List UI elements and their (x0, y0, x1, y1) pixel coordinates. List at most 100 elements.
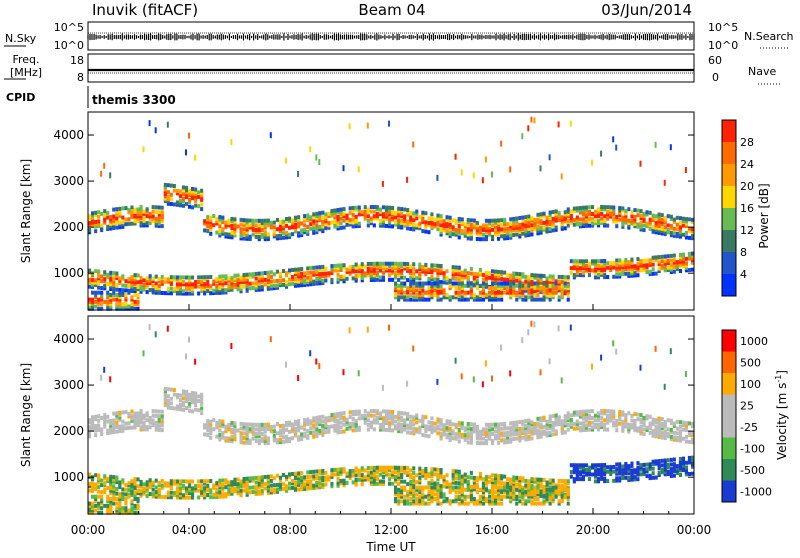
power-cell (158, 284, 161, 288)
velocity-cell (533, 497, 536, 501)
power-cell (452, 225, 455, 229)
power-cell (346, 268, 349, 272)
velocity-cell (115, 502, 118, 506)
velocity-cell (321, 415, 324, 419)
velocity-cell (488, 499, 491, 503)
velocity-cell (409, 480, 412, 484)
velocity-cell (179, 486, 182, 490)
velocity-cell (458, 439, 461, 443)
power-cell (646, 210, 649, 214)
power-cell (506, 286, 509, 290)
power-cell (397, 262, 400, 266)
velocity-cell (533, 486, 536, 490)
velocity-cell (285, 428, 288, 432)
power-cell (479, 237, 482, 241)
velocity-cell (230, 480, 233, 484)
power-cell (182, 204, 185, 208)
velocity-cell (264, 423, 267, 427)
velocity-cell (246, 477, 249, 481)
power-cell (409, 211, 412, 215)
power-cell (170, 193, 173, 197)
power-cell (427, 230, 430, 234)
velocity-cell (367, 466, 370, 470)
velocity-cell (424, 502, 427, 506)
velocity-cell (309, 475, 312, 479)
power-cell (567, 224, 570, 228)
velocity-cell (115, 420, 118, 424)
power-cell (667, 266, 670, 270)
velocity-cell (337, 468, 340, 472)
velocity-cell (240, 422, 243, 426)
power-cell (164, 183, 167, 187)
velocity-cell (306, 480, 309, 484)
power-cell (427, 282, 430, 286)
velocity-cell (218, 479, 221, 483)
power-cell (670, 144, 672, 150)
power-cell (555, 286, 558, 290)
power-cell (273, 272, 276, 276)
velocity-cell (264, 487, 267, 491)
velocity-cell (121, 478, 124, 482)
power-cell (212, 214, 215, 218)
velocity-cell (182, 401, 185, 405)
velocity-cell (179, 403, 182, 407)
power-cell (243, 227, 246, 231)
velocity-cell (273, 483, 276, 487)
velocity-cell (379, 423, 382, 427)
velocity-cell (458, 421, 461, 425)
power-cell (385, 206, 388, 210)
velocity-cell (543, 425, 546, 429)
velocity-cell (524, 484, 527, 488)
velocity-cell (176, 405, 179, 409)
velocity-cell (209, 436, 212, 440)
power-cell (134, 293, 137, 297)
power-cell (458, 291, 461, 295)
freq-left-top-tick: 18 (70, 54, 84, 67)
power-cell (270, 221, 273, 225)
power-cell (527, 215, 530, 219)
velocity-cell (97, 423, 100, 427)
power-cell (167, 195, 170, 199)
velocity-cell (355, 473, 358, 477)
velocity-cell (149, 425, 152, 429)
velocity-cell (100, 483, 103, 487)
velocity-cell (446, 419, 449, 423)
velocity-cell (382, 409, 385, 413)
power-cell (512, 233, 515, 237)
power-cell (394, 271, 397, 275)
velocity-cell (515, 488, 518, 492)
velocity-cell (518, 476, 521, 480)
velocity-cell (209, 479, 212, 483)
velocity-cell (376, 466, 379, 470)
power-cell (500, 223, 503, 227)
velocity-cell (127, 412, 130, 416)
velocity-cell (370, 466, 373, 470)
velocity-cell (324, 483, 327, 487)
velocity-cell (470, 471, 473, 475)
velocity-cell (488, 475, 491, 479)
velocity-cell (233, 478, 236, 482)
power-cell (543, 282, 546, 286)
velocity-cell (233, 487, 236, 491)
velocity-cell (521, 427, 524, 431)
velocity-cell (267, 475, 270, 479)
power-cell (97, 281, 100, 285)
velocity-cell (109, 497, 112, 501)
power-cell (276, 270, 279, 274)
power-cell (491, 274, 494, 278)
velocity-cell (427, 490, 430, 494)
power-cell (367, 207, 370, 211)
velocity-cell (530, 436, 533, 440)
velocity-cell (440, 427, 443, 431)
velocity-cell (273, 425, 276, 429)
power-cell (318, 272, 321, 276)
velocity-cell (127, 509, 130, 513)
power-cell (182, 275, 185, 279)
power-cell (349, 218, 352, 222)
power-cell (212, 223, 215, 227)
power-cell (130, 210, 133, 214)
velocity-cell (436, 379, 438, 385)
power-cell (379, 269, 382, 273)
power-cell (106, 225, 109, 229)
